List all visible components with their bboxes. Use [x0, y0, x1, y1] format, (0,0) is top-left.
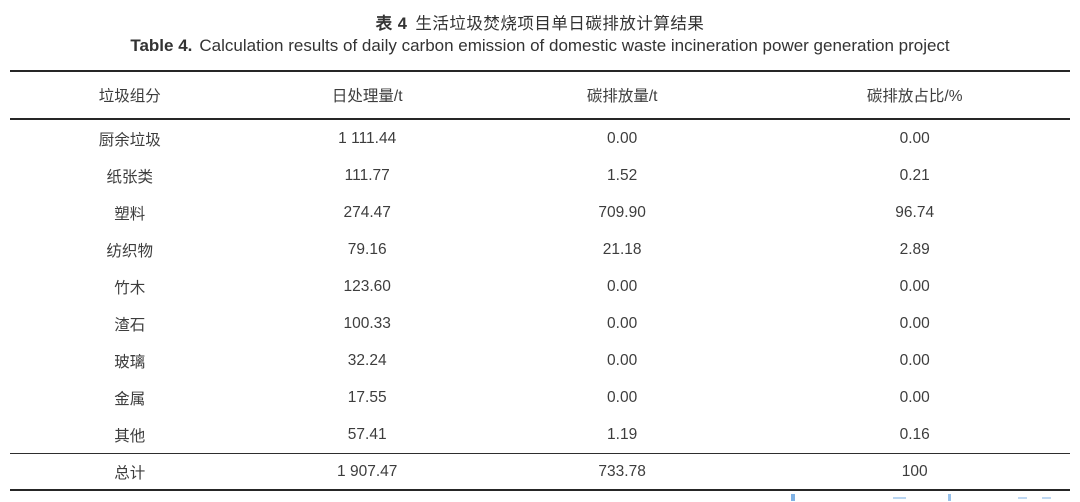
share-cell: 0.00	[899, 314, 930, 332]
table-row: 厨余垃圾 1 111.44 0.00 0.00	[10, 119, 1070, 157]
emission-cell: 1.19	[607, 425, 638, 443]
share-cell: 0.00	[899, 277, 930, 295]
component-cell: 玻璃	[114, 353, 146, 371]
total-daily-cell: 1 907.47	[249, 453, 485, 490]
total-share-cell: 100	[759, 453, 1070, 490]
emission-cell: 0.00	[607, 351, 638, 369]
total-emission-cell: 733.78	[484, 453, 760, 490]
table-row: 纸张类 111.77 1.52 0.21	[10, 157, 1070, 194]
col-header-daily-amount: 日处理量/t	[249, 71, 485, 120]
share-cell: 0.21	[899, 166, 930, 184]
table-row: 金属 17.55 0.00 0.00	[10, 379, 1070, 416]
table-row: 竹木 123.60 0.00 0.00	[10, 268, 1070, 305]
share-cell: 96.74	[895, 203, 935, 221]
daily-cell: 1 111.44	[338, 129, 397, 147]
emission-cell: 0.00	[607, 388, 638, 406]
share-cell: 2.89	[899, 240, 930, 258]
cutoff-text-artifact	[1018, 497, 1027, 499]
table-number-en: Table 4.	[130, 36, 193, 55]
table-number-zh: 表 4	[375, 15, 408, 33]
component-cell: 其他	[114, 427, 146, 445]
daily-cell: 79.16	[347, 240, 387, 258]
cutoff-text-artifact	[791, 494, 795, 501]
component-cell: 渣石	[114, 316, 146, 334]
table-row: 渣石 100.33 0.00 0.00	[10, 305, 1070, 342]
share-cell: 0.16	[899, 425, 930, 443]
component-cell: 塑料	[114, 205, 146, 223]
table-caption-en: Table 4. Calculation results of daily car…	[0, 36, 1080, 56]
daily-cell: 100.33	[343, 314, 391, 332]
daily-cell: 17.55	[347, 388, 387, 406]
table-title-zh: 生活垃圾焚烧项目单日碳排放计算结果	[415, 15, 705, 33]
table-row: 其他 57.41 1.19 0.16	[10, 416, 1070, 454]
carbon-emission-table: 垃圾组分 日处理量/t 碳排放量/t 碳排放占比/% 厨余垃圾 1 111.44…	[10, 70, 1070, 491]
share-cell: 0.00	[899, 388, 930, 406]
daily-cell: 57.41	[347, 425, 387, 443]
component-cell: 金属	[114, 390, 146, 408]
table-row: 纺织物 79.16 21.18 2.89	[10, 231, 1070, 268]
emission-cell: 0.00	[607, 277, 638, 295]
col-header-emission: 碳排放量/t	[484, 71, 760, 120]
cutoff-text-artifact	[1042, 497, 1051, 499]
cutoff-text-artifact	[948, 494, 951, 501]
component-cell: 竹木	[114, 279, 146, 297]
col-header-share: 碳排放占比/%	[759, 71, 1070, 120]
share-cell: 0.00	[899, 351, 930, 369]
table-row: 玻璃 32.24 0.00 0.00	[10, 342, 1070, 379]
daily-cell: 123.60	[343, 277, 391, 295]
table-title-en: Calculation results of daily carbon emis…	[199, 36, 950, 55]
total-label-cell: 总计	[10, 453, 250, 490]
table-row: 塑料 274.47 709.90 96.74	[10, 194, 1070, 231]
component-cell: 纺织物	[106, 242, 154, 260]
daily-cell: 32.24	[347, 351, 387, 369]
emission-cell: 1.52	[607, 166, 638, 184]
table-caption-zh: 表 4 生活垃圾焚烧项目单日碳排放计算结果	[0, 10, 1080, 34]
emission-cell: 0.00	[607, 314, 638, 332]
daily-cell: 111.77	[344, 166, 390, 184]
emission-cell: 709.90	[598, 203, 646, 221]
col-header-component: 垃圾组分	[10, 71, 250, 120]
cutoff-text-artifact	[893, 497, 906, 499]
header-row: 垃圾组分 日处理量/t 碳排放量/t 碳排放占比/%	[10, 71, 1070, 120]
emission-cell: 0.00	[607, 129, 638, 147]
component-cell: 厨余垃圾	[98, 131, 161, 149]
share-cell: 0.00	[899, 129, 930, 147]
daily-cell: 274.47	[343, 203, 391, 221]
emission-cell: 21.18	[602, 240, 642, 258]
total-row: 总计 1 907.47 733.78 100	[10, 453, 1070, 490]
component-cell: 纸张类	[106, 168, 154, 186]
